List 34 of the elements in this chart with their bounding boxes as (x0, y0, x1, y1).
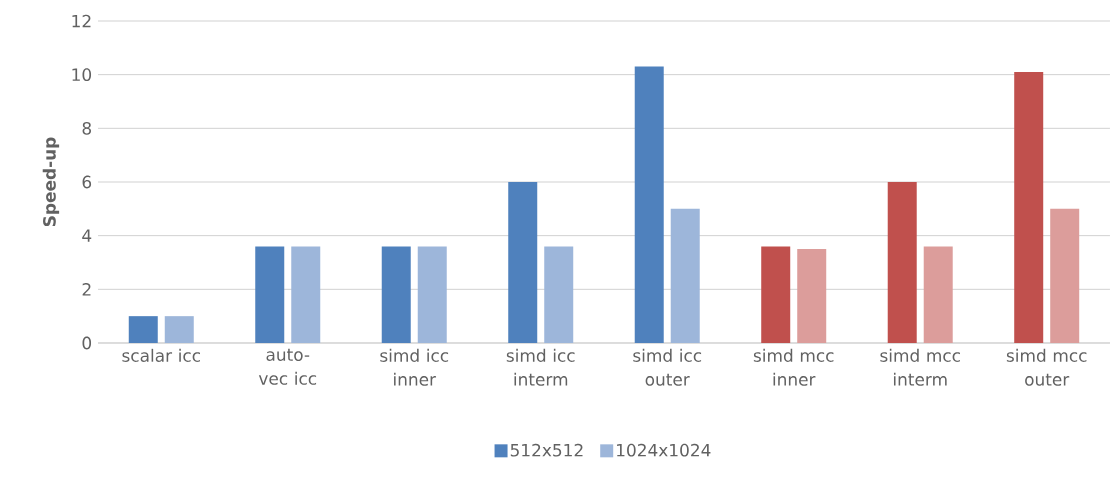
x-tick-label: simd mcc outer (1006, 348, 1087, 386)
bar (670, 208, 700, 343)
y-tick-label: 8 (82, 121, 92, 135)
bar (1050, 208, 1080, 343)
bar (797, 249, 827, 343)
y-tick-label: 0 (82, 336, 92, 350)
bar (544, 246, 574, 343)
bar (164, 316, 194, 343)
y-tick-label: 10 (72, 68, 92, 82)
y-tick-label: 6 (82, 175, 92, 189)
bar (291, 246, 321, 343)
bar (128, 316, 158, 343)
x-tick-label: simd mcc inner (753, 348, 834, 386)
bar (255, 246, 285, 343)
bar (1014, 71, 1044, 343)
y-axis-title: Speed-up (42, 137, 60, 227)
bar (381, 246, 411, 343)
y-tick-label: 4 (82, 229, 92, 242)
bar (761, 246, 791, 343)
bar (634, 66, 664, 343)
bar (887, 181, 917, 343)
legend-label: 1024x1024 (617, 443, 711, 457)
bar (508, 181, 538, 343)
x-tick-label: scalar icc (122, 348, 200, 362)
x-tick-label: simd icc inner (380, 348, 449, 386)
x-tick-label: auto-vec icc (258, 348, 317, 385)
bar (923, 246, 953, 343)
x-tick-label: simd icc interm (506, 348, 575, 386)
y-tick-label: 12 (72, 14, 91, 28)
x-tick-label: simd icc outer (633, 348, 702, 386)
x-tick-label: simd mcc interm (880, 348, 960, 386)
bar (417, 246, 447, 343)
legend-label: 512x512 (510, 443, 583, 457)
y-tick-label: 2 (82, 283, 91, 296)
